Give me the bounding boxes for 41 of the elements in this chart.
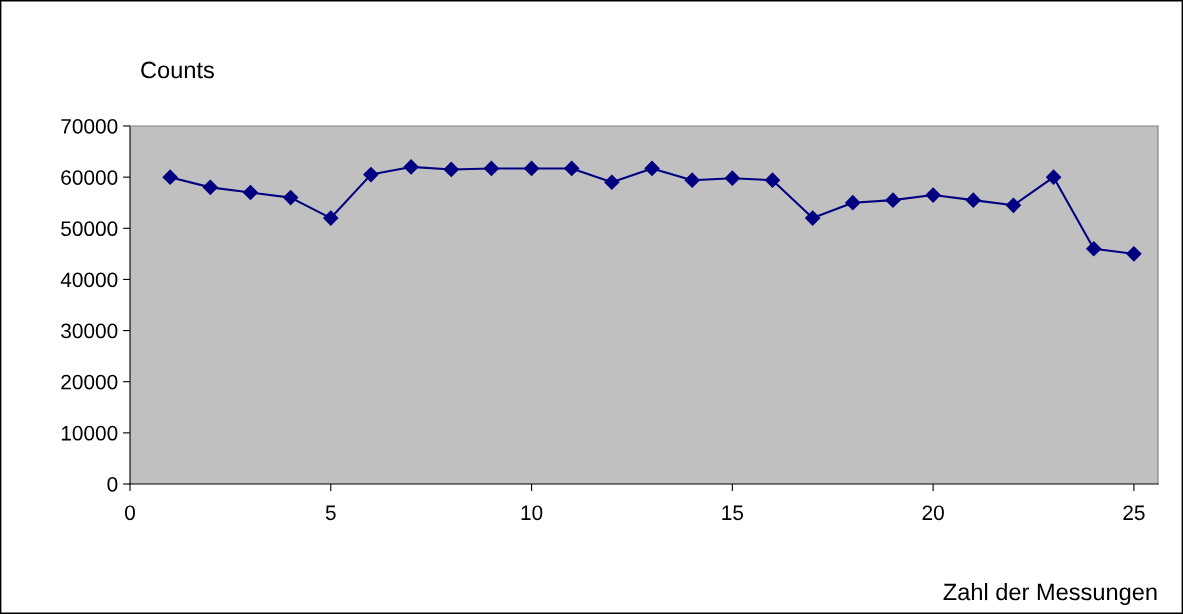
point bbox=[604, 174, 620, 190]
point bbox=[1046, 169, 1062, 185]
y-tick-label: 20000 bbox=[61, 374, 118, 390]
y-tick-label: 40000 bbox=[60, 272, 118, 288]
y-tick-label: 30000 bbox=[61, 323, 118, 339]
point bbox=[564, 160, 580, 177]
x-tick-label: 0 bbox=[125, 505, 135, 521]
point bbox=[1005, 197, 1022, 213]
x-tick-label: 20 bbox=[922, 505, 944, 521]
point bbox=[363, 167, 379, 183]
x-tick-label: 15 bbox=[722, 505, 744, 521]
point bbox=[1086, 241, 1102, 257]
point bbox=[523, 160, 540, 177]
y-tick-label: 70000 bbox=[61, 119, 118, 134]
point bbox=[965, 192, 981, 208]
point bbox=[764, 172, 781, 188]
point bbox=[885, 192, 901, 208]
x-tick-label: 10 bbox=[521, 505, 543, 521]
point bbox=[1126, 246, 1142, 262]
point bbox=[724, 170, 740, 186]
point bbox=[242, 184, 259, 201]
point bbox=[845, 195, 861, 211]
point bbox=[644, 160, 660, 177]
x-tick-label: 25 bbox=[1123, 505, 1145, 521]
point bbox=[925, 187, 941, 203]
point bbox=[403, 159, 419, 175]
point bbox=[283, 190, 299, 206]
point bbox=[443, 161, 459, 178]
point bbox=[483, 160, 499, 177]
y-tick-label: 0 bbox=[107, 477, 118, 492]
y-tick-label: 50000 bbox=[61, 221, 118, 237]
x-axis-title: Zahl der Messungen bbox=[943, 582, 1157, 605]
point bbox=[323, 210, 339, 226]
point bbox=[162, 169, 178, 185]
point bbox=[202, 179, 218, 195]
point bbox=[684, 172, 700, 188]
y-tick-label: 60000 bbox=[61, 170, 118, 185]
x-tick-label: 5 bbox=[325, 505, 336, 521]
point bbox=[805, 210, 821, 226]
y-tick-label: 10000 bbox=[61, 425, 118, 441]
y-axis-title: Counts bbox=[141, 61, 214, 79]
